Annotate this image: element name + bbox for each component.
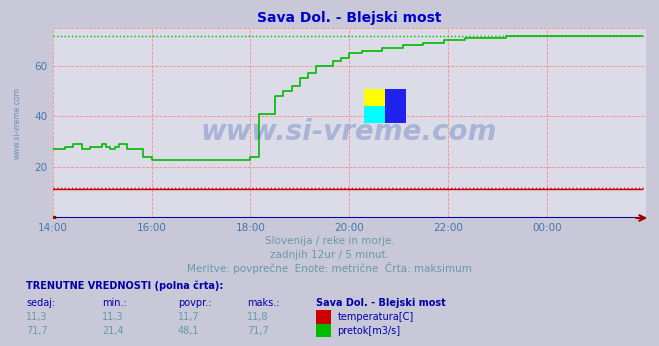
Text: www.si-vreme.com: www.si-vreme.com [201, 118, 498, 146]
Text: TRENUTNE VREDNOSTI (polna črta):: TRENUTNE VREDNOSTI (polna črta): [26, 280, 224, 291]
Text: maks.:: maks.: [247, 298, 279, 308]
Text: 71,7: 71,7 [26, 326, 48, 336]
Text: Slovenija / reke in morje.: Slovenija / reke in morje. [264, 236, 395, 246]
Bar [364, 106, 385, 123]
Text: 11,3: 11,3 [102, 312, 124, 322]
Title: Sava Dol. - Blejski most: Sava Dol. - Blejski most [257, 11, 442, 25]
Text: Meritve: povprečne  Enote: metrične  Črta: maksimum: Meritve: povprečne Enote: metrične Črta:… [187, 262, 472, 274]
Text: zadnjih 12ur / 5 minut.: zadnjih 12ur / 5 minut. [270, 250, 389, 260]
Bar [385, 89, 406, 123]
Text: 11,3: 11,3 [26, 312, 48, 322]
Text: www.si-vreme.com: www.si-vreme.com [13, 87, 22, 159]
Text: 71,7: 71,7 [247, 326, 269, 336]
Bar [364, 89, 385, 106]
Text: sedaj:: sedaj: [26, 298, 55, 308]
Text: povpr.:: povpr.: [178, 298, 212, 308]
Text: Sava Dol. - Blejski most: Sava Dol. - Blejski most [316, 298, 446, 308]
Text: pretok[m3/s]: pretok[m3/s] [337, 326, 401, 336]
Text: 11,8: 11,8 [247, 312, 269, 322]
Text: 11,7: 11,7 [178, 312, 200, 322]
Text: 48,1: 48,1 [178, 326, 200, 336]
Text: 21,4: 21,4 [102, 326, 124, 336]
Text: min.:: min.: [102, 298, 127, 308]
Text: temperatura[C]: temperatura[C] [337, 312, 414, 322]
